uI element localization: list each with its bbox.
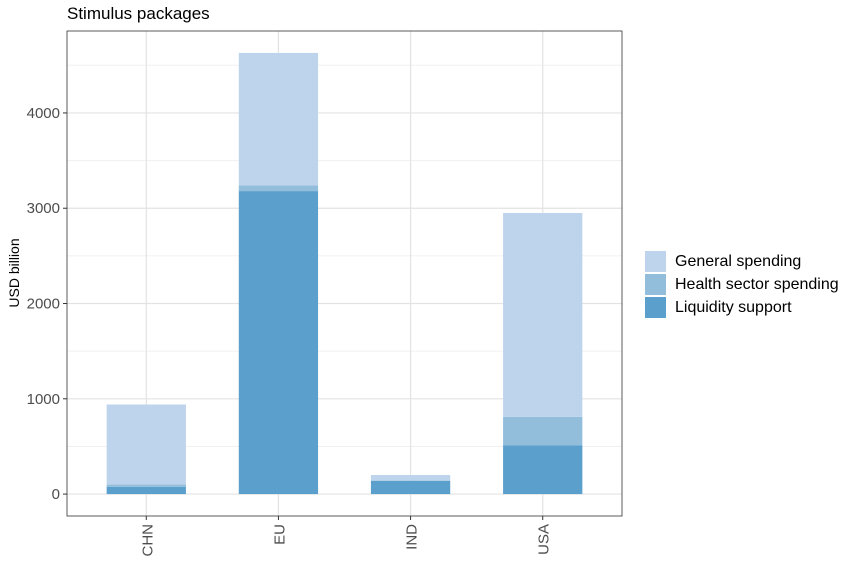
legend-swatch-health-sector-spending bbox=[645, 274, 666, 295]
legend-item-liquidity-support: Liquidity support bbox=[645, 296, 839, 319]
x-tick-label: CHN bbox=[139, 524, 156, 557]
bar-eu-liquidity-support bbox=[238, 191, 319, 495]
legend-label-general-spending: General spending bbox=[675, 252, 802, 270]
legend-item-general-spending: General spending bbox=[645, 250, 839, 273]
plot-border bbox=[66, 30, 623, 517]
x-tick-label: IND bbox=[404, 524, 421, 550]
bar-usa-general-spending bbox=[503, 212, 583, 417]
bar-usa-liquidity-support bbox=[503, 445, 583, 495]
bar-ind-general-spending bbox=[370, 475, 451, 481]
y-tick-label: 4000 bbox=[27, 105, 60, 122]
legend-item-health-sector-spending: Health sector spending bbox=[645, 273, 839, 296]
bar-chn-general-spending bbox=[106, 404, 186, 485]
legend-label-liquidity-support: Liquidity support bbox=[675, 298, 792, 316]
legend-label-health-sector-spending: Health sector spending bbox=[675, 275, 839, 293]
bar-ind-liquidity-support bbox=[370, 480, 451, 495]
legend: General spending Health sector spending … bbox=[645, 250, 839, 319]
legend-swatch-liquidity-support bbox=[645, 297, 666, 318]
bar-chn-health-sector-spending bbox=[106, 484, 186, 487]
bar-eu-general-spending bbox=[238, 52, 319, 186]
bar-eu-health-sector-spending bbox=[238, 185, 319, 192]
x-tick-label: USA bbox=[536, 524, 553, 555]
y-tick-label: 0 bbox=[52, 486, 60, 503]
x-tick-label: EU bbox=[271, 524, 288, 545]
bar-usa-health-sector-spending bbox=[503, 416, 583, 446]
legend-swatch-general-spending bbox=[645, 251, 666, 272]
y-tick-label: 2000 bbox=[27, 296, 60, 313]
bar-chn-liquidity-support bbox=[106, 486, 186, 495]
chart-title: Stimulus packages bbox=[67, 4, 210, 23]
y-tick-label: 3000 bbox=[27, 200, 60, 217]
y-tick-label: 1000 bbox=[27, 391, 60, 408]
